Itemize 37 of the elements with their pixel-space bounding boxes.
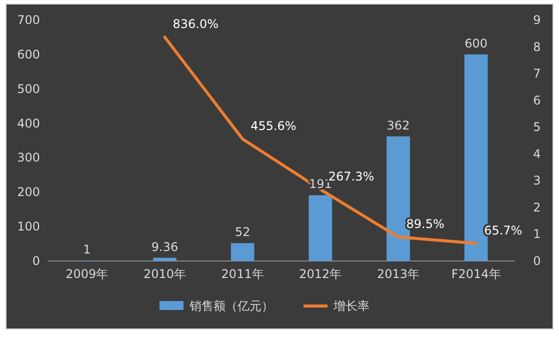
x-tick-label: 2010年 bbox=[143, 267, 186, 281]
y-tick-label: 200 bbox=[17, 185, 40, 200]
data-label: 9.36 bbox=[151, 240, 178, 254]
x-tick-label: F2014年 bbox=[451, 267, 501, 281]
data-label: 267.3% bbox=[328, 169, 374, 184]
legend-label: 增长率 bbox=[332, 299, 370, 313]
x-tick-label: 2013年 bbox=[376, 267, 420, 281]
data-label: 600 bbox=[464, 36, 488, 50]
y2-tick-label: 5 bbox=[533, 120, 541, 134]
data-label: 836.0% bbox=[172, 17, 219, 32]
y-tick-label: 600 bbox=[17, 47, 40, 62]
y2-tick-label: 9 bbox=[533, 13, 541, 27]
data-label: 1 bbox=[83, 242, 91, 257]
y2-tick-label: 3 bbox=[533, 174, 541, 188]
data-label: 455.6% bbox=[250, 119, 296, 133]
y-tick-label: 0 bbox=[32, 254, 40, 268]
y2-tick-label: 4 bbox=[533, 146, 541, 161]
bar bbox=[230, 243, 254, 261]
x-tick-label: 2012年 bbox=[299, 267, 342, 281]
x-tick-label: 2009年 bbox=[66, 267, 108, 281]
x-tick-label: 2011年 bbox=[221, 267, 264, 281]
y2-tick-label: 8 bbox=[533, 40, 541, 54]
y2-tick-label: 0 bbox=[533, 254, 541, 268]
y-tick-label: 300 bbox=[17, 150, 40, 165]
y2-tick-label: 2 bbox=[533, 200, 541, 214]
y2-tick-label: 1 bbox=[533, 227, 541, 242]
bar bbox=[153, 258, 176, 261]
y-tick-label: 500 bbox=[17, 82, 40, 96]
y2-tick-label: 6 bbox=[533, 93, 541, 108]
y2-tick-label: 7 bbox=[533, 66, 541, 81]
legend-label: 销售额（亿元） bbox=[188, 299, 274, 313]
data-label: 52 bbox=[234, 225, 250, 240]
data-label: 362 bbox=[386, 118, 410, 132]
bar bbox=[308, 195, 332, 261]
y-tick-label: 400 bbox=[17, 116, 40, 130]
y-tick-label: 700 bbox=[17, 13, 40, 27]
y-tick-label: 100 bbox=[17, 220, 40, 234]
